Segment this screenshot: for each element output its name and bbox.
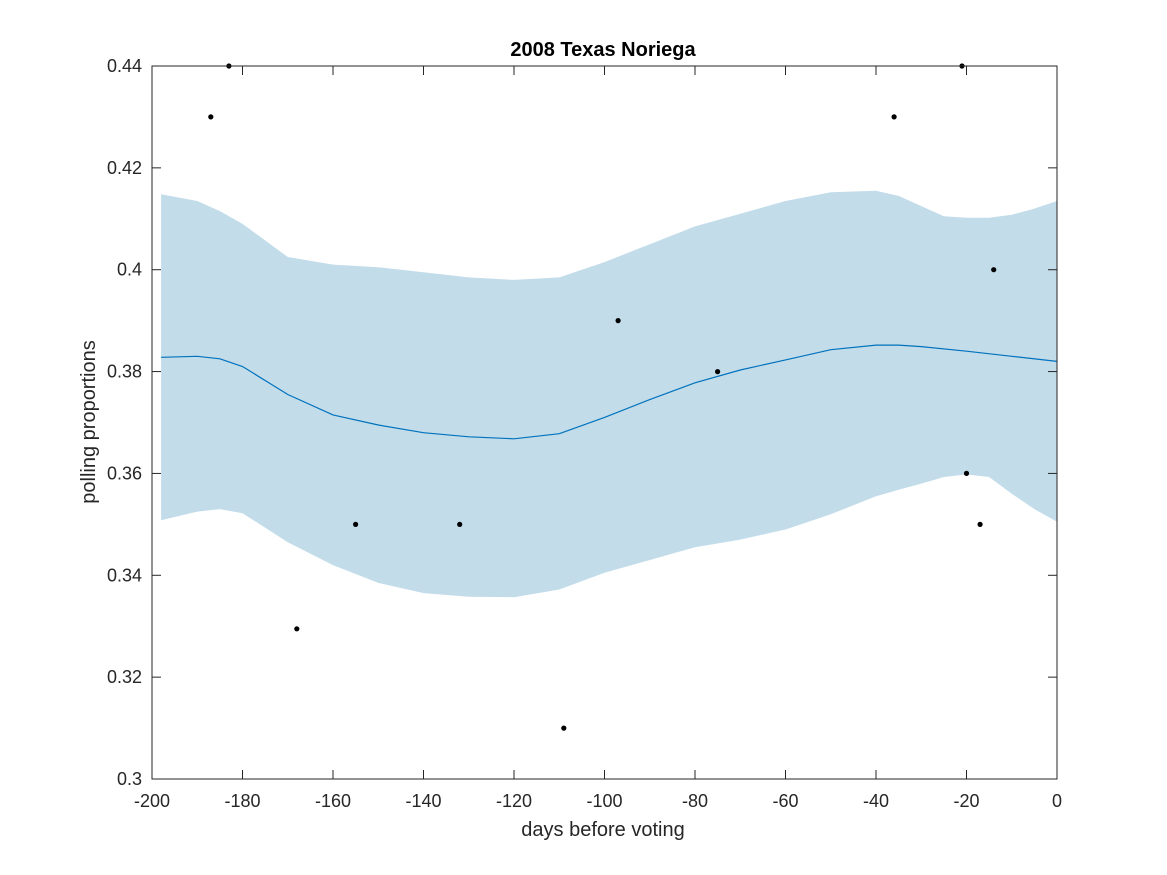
x-axis-label: days before voting <box>521 819 684 841</box>
x-tick-label: -180 <box>224 791 260 811</box>
axes: -200 -180 -160 -140 -120 -100 -80 -60 -40 -20 00.3… <box>107 56 1062 811</box>
poll-point <box>963 470 970 476</box>
y-tick-label: 0.44 <box>107 56 142 76</box>
x-tick-label: -60 <box>772 791 798 811</box>
poll-point <box>891 114 897 120</box>
chart-title: 2008 Texas Noriega <box>510 39 696 61</box>
y-tick-label: 0.34 <box>107 565 142 585</box>
y-tick-label: 0.32 <box>107 667 142 687</box>
x-tick-label: -40 <box>863 791 889 811</box>
x-tick-label: -100 <box>586 791 622 811</box>
y-tick-label: 0.38 <box>107 362 142 382</box>
y-tick-label: 0.36 <box>107 463 142 483</box>
x-tick-label: -120 <box>496 791 532 811</box>
confidence-band <box>161 190 1058 598</box>
poll-point <box>991 267 997 273</box>
x-tick-label: -80 <box>682 791 708 811</box>
plot-area <box>161 63 1058 731</box>
poll-point <box>715 369 721 375</box>
y-axis-label: polling proportions <box>78 340 100 503</box>
poll-point <box>615 318 621 324</box>
x-tick-label: -20 <box>953 791 979 811</box>
y-tick-label: 0.4 <box>117 260 142 280</box>
poll-point <box>353 521 359 528</box>
x-tick-label: -200 <box>134 791 170 811</box>
y-tick-label: 0.3 <box>117 769 142 789</box>
x-tick-label: 0 <box>1052 791 1062 811</box>
poll-point <box>294 626 300 632</box>
poll-point <box>977 521 983 528</box>
poll-point <box>561 725 567 731</box>
x-tick-label: -160 <box>315 791 351 811</box>
poll-point <box>457 521 463 528</box>
mean-line <box>161 344 1058 440</box>
y-tick-label: 0.42 <box>107 158 142 178</box>
poll-point <box>208 114 214 120</box>
x-tick-label: -140 <box>405 791 441 811</box>
